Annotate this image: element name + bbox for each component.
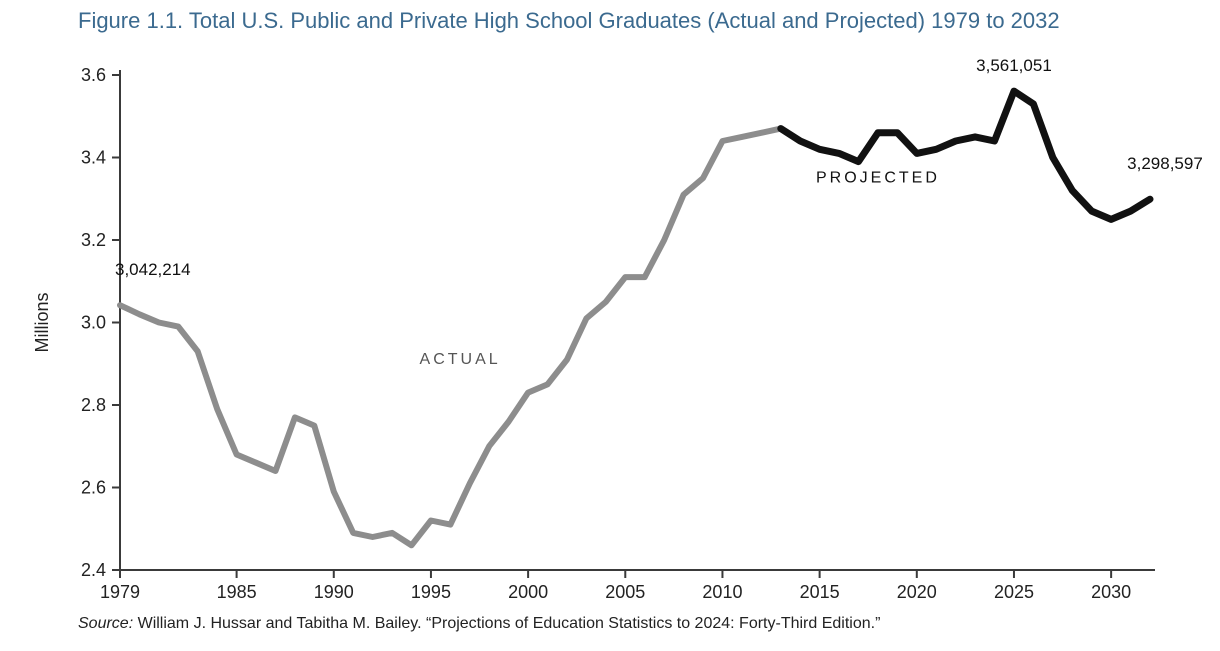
line-chart: Figure 1.1. Total U.S. Public and Privat… <box>0 0 1220 651</box>
x-tick-label: 1979 <box>100 582 140 602</box>
series-projected <box>781 91 1150 219</box>
series-label: ACTUAL <box>420 351 501 368</box>
x-tick-label: 2020 <box>897 582 937 602</box>
y-tick-label: 3.4 <box>81 148 106 168</box>
y-tick-label: 3.6 <box>81 65 106 85</box>
x-tick-label: 2025 <box>994 582 1034 602</box>
y-axis-title: Millions <box>32 292 52 352</box>
x-tick-label: 1985 <box>217 582 257 602</box>
source-text: Source: William J. Hussar and Tabitha M.… <box>78 615 880 632</box>
data-label: 3,561,051 <box>976 56 1052 75</box>
x-tick-label: 2030 <box>1091 582 1131 602</box>
chart-container: Figure 1.1. Total U.S. Public and Privat… <box>0 0 1220 651</box>
x-tick-label: 2010 <box>702 582 742 602</box>
y-tick-label: 2.8 <box>81 395 106 415</box>
y-tick-label: 3.0 <box>81 313 106 333</box>
x-tick-label: 1990 <box>314 582 354 602</box>
data-label: 3,298,597 <box>1127 154 1203 173</box>
x-tick-label: 2005 <box>605 582 645 602</box>
x-tick-label: 2000 <box>508 582 548 602</box>
series-actual <box>120 129 781 546</box>
x-tick-label: 1995 <box>411 582 451 602</box>
y-tick-label: 2.4 <box>81 560 106 580</box>
data-label: 3,042,214 <box>115 260 191 279</box>
y-tick-label: 2.6 <box>81 478 106 498</box>
x-tick-label: 2015 <box>800 582 840 602</box>
y-tick-label: 3.2 <box>81 230 106 250</box>
series-label: PROJECTED <box>816 169 940 186</box>
chart-title: Figure 1.1. Total U.S. Public and Privat… <box>78 8 1060 33</box>
